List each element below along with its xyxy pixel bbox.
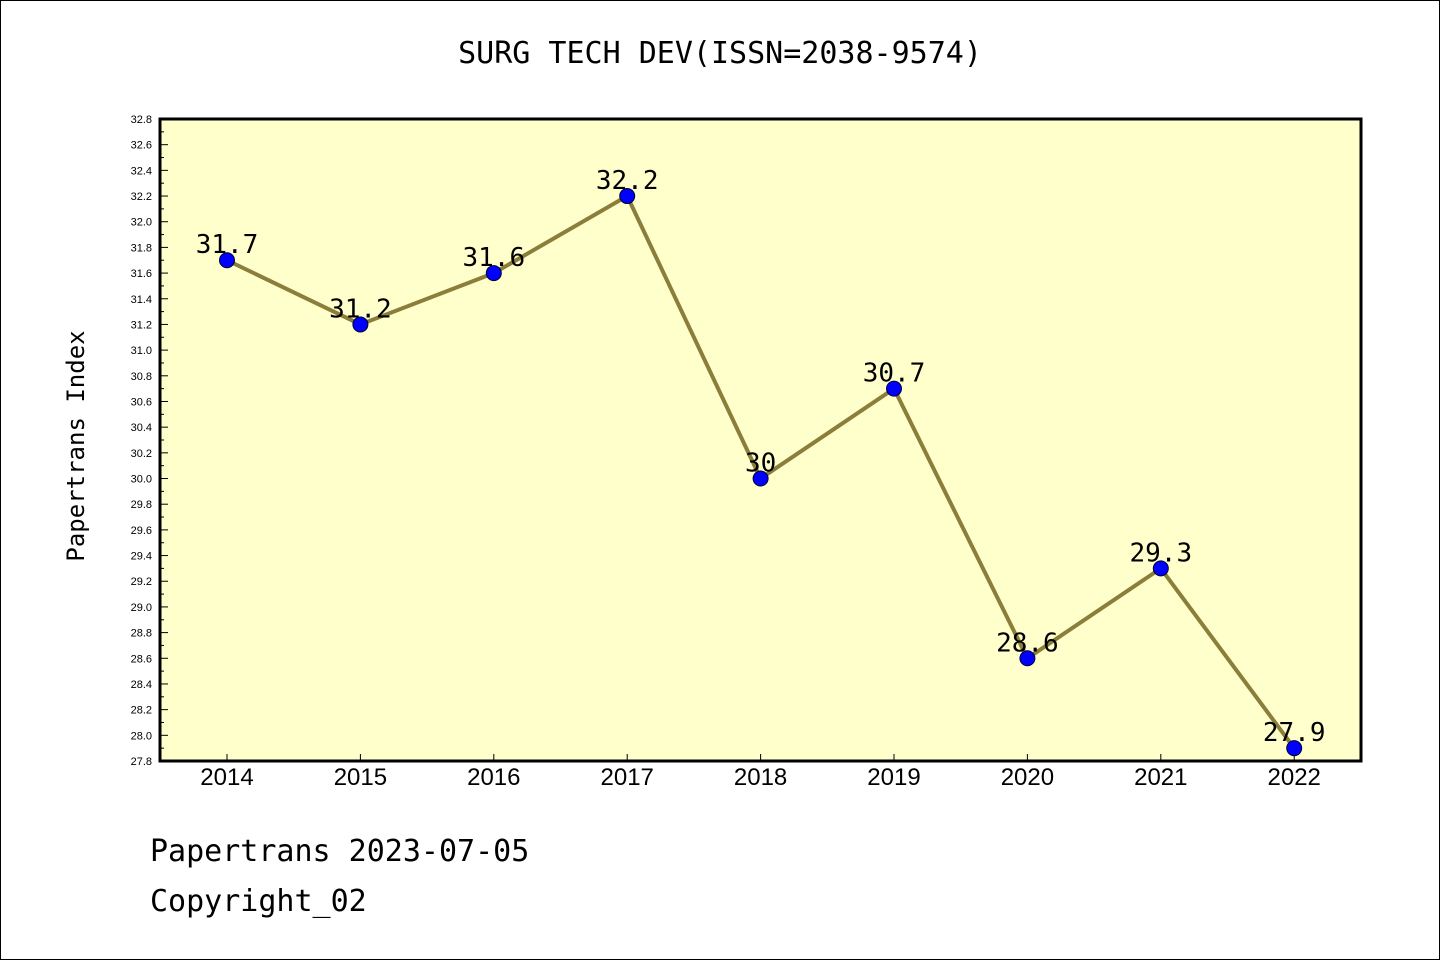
data-point <box>752 470 769 487</box>
data-point <box>886 380 902 397</box>
y-tick-label: 31.6 <box>131 268 152 280</box>
plot-border <box>158 117 1363 763</box>
y-tick-label: 31.2 <box>131 319 152 331</box>
y-tick-label: 31.4 <box>131 294 152 306</box>
y-tick-label: 28.8 <box>131 628 152 640</box>
y-tick-label: 28.4 <box>131 679 152 691</box>
y-tick-label: 32.4 <box>131 165 152 177</box>
y-tick-label: 29.4 <box>131 551 152 563</box>
data-label: 28.6 <box>996 628 1059 658</box>
footer-copyright: Copyright_02 <box>150 884 367 919</box>
y-tick-label: 29.8 <box>131 499 152 511</box>
x-tick-label: 2016 <box>467 764 520 791</box>
x-tick-label: 2020 <box>1001 764 1054 791</box>
data-label: 29.3 <box>1129 538 1192 568</box>
y-tick-label: 32.6 <box>131 140 152 152</box>
data-label: 31.2 <box>329 294 392 324</box>
y-tick-label: 30.0 <box>131 474 152 486</box>
data-point <box>1019 650 1036 667</box>
chart-title: SURG TECH DEV(ISSN=2038-9574) <box>458 36 982 71</box>
data-point <box>1152 560 1169 577</box>
y-tick-label: 28.6 <box>131 653 152 665</box>
y-tick-label: 29.2 <box>131 576 152 588</box>
y-tick-label: 32.0 <box>131 217 152 229</box>
x-tick-label: 2021 <box>1134 764 1187 791</box>
data-point <box>352 316 369 333</box>
y-tick-label: 32.2 <box>131 191 152 203</box>
y-tick-label: 32.8 <box>131 114 152 126</box>
data-point <box>1286 740 1303 757</box>
x-tick-label: 2014 <box>200 764 253 791</box>
data-label: 32.2 <box>596 166 659 196</box>
footer-date: Papertrans 2023-07-05 <box>150 834 530 869</box>
y-tick-label: 30.8 <box>131 371 152 383</box>
y-tick-label: 28.0 <box>131 730 152 742</box>
y-tick-label: 27.8 <box>131 756 152 768</box>
x-tick-label: 2018 <box>734 764 787 791</box>
y-tick-label: 30.4 <box>131 422 152 434</box>
data-point <box>619 188 636 205</box>
data-label: 27.9 <box>1263 718 1326 748</box>
x-tick-label: 2022 <box>1268 764 1321 791</box>
x-tick-label: 2015 <box>334 764 387 791</box>
data-label: 30.7 <box>863 359 926 389</box>
y-tick-label: 28.2 <box>131 705 152 717</box>
x-tick-label: 2019 <box>867 764 920 791</box>
x-tick-label: 2017 <box>601 764 654 791</box>
data-label: 31.7 <box>196 230 259 260</box>
y-tick-label: 29.6 <box>131 525 152 537</box>
plot-area <box>160 119 1361 761</box>
y-tick-label: 31.8 <box>131 242 152 254</box>
data-point <box>219 252 235 269</box>
data-label: 31.6 <box>462 243 525 273</box>
y-tick-label: 30.6 <box>131 396 152 408</box>
y-tick-label: 31.0 <box>131 345 152 357</box>
data-label: 30 <box>745 449 776 479</box>
y-tick-label: 30.2 <box>131 448 152 460</box>
y-tick-label: 29.0 <box>131 602 152 614</box>
data-point <box>485 265 502 282</box>
